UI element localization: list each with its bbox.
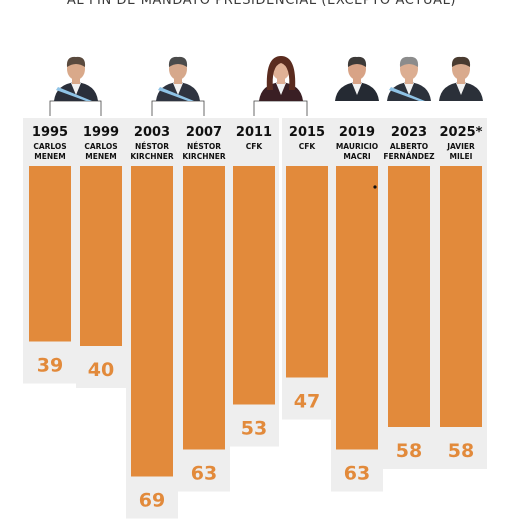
portrait-bracket <box>253 100 308 116</box>
president-name-label: CARLOS <box>84 142 117 151</box>
value-label: 40 <box>88 359 114 381</box>
president-name-label: FERNÁNDEZ <box>383 152 435 161</box>
portrait-row <box>54 56 483 101</box>
category-labels: 1995CARLOSMENEM1999CARLOSMENEM2003NÉSTOR… <box>32 125 483 161</box>
value-labels: 39 40 69 63 53 47 63 58 58 <box>37 355 474 512</box>
portrait-brackets <box>49 100 308 116</box>
value-label: 47 <box>294 391 320 413</box>
year-label: 2003 <box>134 125 170 140</box>
mauricio-macri-portrait <box>335 56 379 101</box>
bars <box>29 166 482 477</box>
nestor-kirchner-portrait <box>156 56 200 101</box>
value-label: 63 <box>191 463 217 485</box>
president-name-label: MENEM <box>85 152 116 161</box>
year-label: 1999 <box>83 125 119 140</box>
portrait-bracket <box>49 100 102 116</box>
year-label: 2011 <box>236 125 272 140</box>
value-label: 63 <box>344 463 370 485</box>
alberto-fernandez-portrait <box>387 56 431 101</box>
president-name-label: CFK <box>299 142 317 151</box>
year-label: 2015 <box>289 125 325 140</box>
president-name-label: KIRCHNER <box>182 152 226 161</box>
bar-2003 <box>131 166 173 477</box>
president-name-label: MILEI <box>450 152 473 161</box>
bar-1999 <box>80 166 122 346</box>
marker-dot <box>373 185 377 189</box>
president-name-label: CARLOS <box>33 142 66 151</box>
bar-2025 <box>440 166 482 427</box>
president-name-label: MENEM <box>34 152 65 161</box>
value-label: 53 <box>241 418 267 440</box>
bar-2015 <box>286 166 328 378</box>
javier-milei-portrait <box>439 56 483 101</box>
carlos-menem-portrait <box>54 56 98 101</box>
bar-1995 <box>29 166 71 342</box>
year-label: 2023 <box>391 125 427 140</box>
president-name-label: MACRI <box>343 152 371 161</box>
value-label: 69 <box>139 490 165 512</box>
value-label: 58 <box>396 440 422 462</box>
bar-2011 <box>233 166 275 405</box>
value-label: 39 <box>37 355 63 377</box>
year-label: 1995 <box>32 125 68 140</box>
bar-2023 <box>388 166 430 427</box>
chart-title: AL FIN DE MANDATO PRESIDENCIAL (EXCEPTO … <box>66 0 457 8</box>
cfk-portrait <box>259 56 303 101</box>
president-name-label: ALBERTO <box>390 142 428 151</box>
president-name-label: KIRCHNER <box>130 152 174 161</box>
value-label: 58 <box>448 440 474 462</box>
year-label: 2019 <box>339 125 375 140</box>
portrait-bracket <box>151 100 205 116</box>
bar-2019 <box>336 166 378 450</box>
president-name-label: NÉSTOR <box>135 142 169 151</box>
year-label: 2025* <box>440 125 483 140</box>
president-name-label: CFK <box>246 142 264 151</box>
president-name-label: JAVIER <box>446 142 475 151</box>
bar-2007 <box>183 166 225 450</box>
year-label: 2007 <box>186 125 222 140</box>
president-name-label: MAURICIO <box>336 142 378 151</box>
president-name-label: NÉSTOR <box>187 142 221 151</box>
